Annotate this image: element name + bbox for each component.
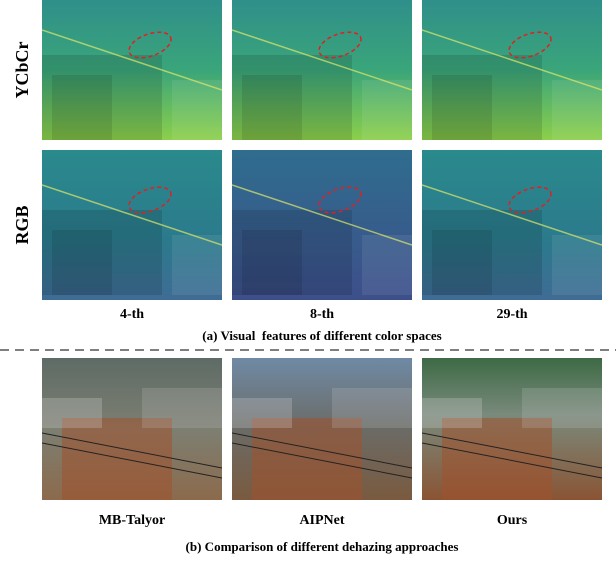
column-label: 29-th	[496, 307, 527, 322]
caption: (a) Visual features of different color s…	[202, 328, 441, 343]
feature-grid	[42, 0, 602, 300]
method-label: MB-Talyor	[99, 513, 165, 528]
method-label: Ours	[497, 513, 528, 528]
method-label: AIPNet	[299, 513, 344, 528]
caption: (b) Comparison of different dehazing app…	[186, 539, 459, 554]
column-label: 4-th	[120, 307, 144, 322]
comparison-images	[42, 358, 602, 500]
row-label: RGB	[12, 205, 32, 244]
column-label: 8-th	[310, 307, 334, 322]
row-label: YCbCr	[12, 41, 32, 98]
